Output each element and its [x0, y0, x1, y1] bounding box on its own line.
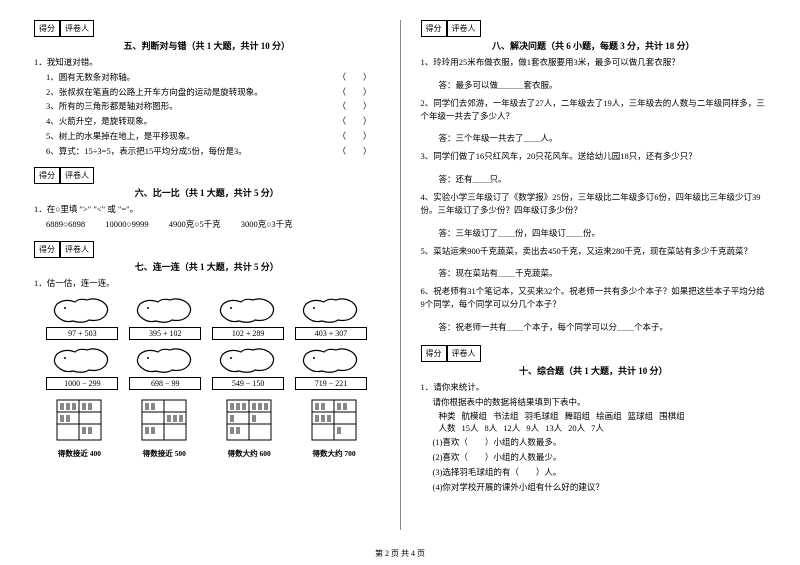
section-5-title: 五、判断对与错（共 1 大题，共计 10 分） [34, 39, 380, 52]
section-6-title: 六、比一比（共 1 大题，共计 5 分） [34, 186, 380, 199]
dove-icon [298, 296, 364, 324]
section-10-sub: 请你根据表中的数据将结果填到下表中。 [421, 396, 767, 409]
q8-2: 2、同学们去郊游，一年级去了27人，二年级去了19人，三年级去的人数与二年级同样… [421, 97, 767, 123]
q5-item: 2、张叔叔在笔直的公路上开车方向盘的运动是旋转现象。（ ） [34, 86, 380, 99]
a8-3: 答：还有＿＿只。 [439, 173, 767, 185]
q5-item: 3、所有的三角形都是轴对称图形。（ ） [34, 100, 380, 113]
a8-6: 答：祝老师一共有＿＿个本子，每个同学可以分＿＿个本子。 [439, 321, 767, 333]
dove-card: 719 − 221 [295, 346, 367, 390]
reviewer-label: 评卷人 [60, 20, 94, 37]
dove-icon [298, 346, 364, 374]
section-7-title: 七、连一连（共 1 大题，共计 5 分） [34, 260, 380, 273]
score-label: 得分 [34, 20, 60, 37]
dove-row-2: 1000 − 299 698 − 99 549 − 150 719 − 221 [34, 346, 380, 390]
score-box: 得分 评卷人 [34, 20, 380, 37]
subq-2: (2)喜欢（ ）小组的人数最少。 [421, 451, 767, 464]
shelf-card: 得数接近 400 [42, 398, 116, 459]
page-footer: 第 2 页 共 4 页 [0, 548, 800, 559]
column-divider [400, 20, 401, 530]
shelf-card: 得数大约 600 [212, 398, 286, 459]
dove-icon [49, 346, 115, 374]
q8-4: 4、实验小学三年级订了《数学报》25份，三年级比二年级多订6份，四年级比三年级少… [421, 191, 767, 217]
dove-card: 395 + 102 [129, 296, 201, 340]
dove-card: 403 + 307 [295, 296, 367, 340]
dove-icon [132, 346, 198, 374]
q5-item: 6、算式：15÷3=5，表示把15平均分成5份，每份是3。（ ） [34, 145, 380, 158]
score-box: 得分 评卷人 [34, 167, 380, 184]
shelf-row: 得数接近 400 得数接近 500 [34, 398, 380, 459]
dove-icon [49, 296, 115, 324]
q5-item: 1、圆有无数条对称轴。（ ） [34, 71, 380, 84]
a8-5: 答：现在菜站有＿＿千克蔬菜。 [439, 267, 767, 279]
dove-card: 97 + 503 [46, 296, 118, 340]
compare-row: 6889○6898 10000○9999 4900克○5千克 3000克○3千克 [34, 218, 380, 231]
dove-card: 102 + 289 [212, 296, 284, 340]
subq-3: (3)选择羽毛球组的有（ ）人。 [421, 466, 767, 479]
shelf-card: 得数大约 700 [297, 398, 371, 459]
dove-card: 698 − 99 [129, 346, 201, 390]
q8-3: 3、同学们做了16只红风车，20只花风车。送给幼儿园18只，还有多少只？ [421, 150, 767, 163]
dove-card: 1000 − 299 [46, 346, 118, 390]
q5-item: 4、火箭升空，是旋转现象。（ ） [34, 115, 380, 128]
a8-2: 答：三个年级一共去了＿＿人。 [439, 132, 767, 144]
a8-4: 答：三年级订了＿＿份，四年级订＿＿份。 [439, 227, 767, 239]
dove-icon [215, 296, 281, 324]
dove-icon [132, 296, 198, 324]
score-box: 得分 评卷人 [421, 20, 767, 37]
q8-6: 6、祝老师有31个笔记本，又买来32个。祝老师一共有多少个本子？如果把这些本子平… [421, 285, 767, 311]
shelf-icon [51, 398, 107, 444]
subq-1: (1)喜欢（ ）小组的人数最多。 [421, 436, 767, 449]
a8-1: 答：最多可以做＿＿＿套衣服。 [439, 79, 767, 91]
section-10-lead: 1．请你来统计。 [421, 381, 767, 394]
section-7-lead: 1．估一估，连一连。 [34, 277, 380, 290]
dove-row-1: 97 + 503 395 + 102 102 + 289 403 + 307 [34, 296, 380, 340]
section-8-title: 八、解决问题（共 6 小题，每题 3 分，共计 18 分） [421, 39, 767, 52]
shelf-icon [306, 398, 362, 444]
subq-4: (4)你对学校开展的课外小组有什么好的建议？ [421, 481, 767, 494]
q8-5: 5、菜站运来900千克蔬菜，卖出去450千克，又运来280千克，现在菜站有多少千… [421, 245, 767, 258]
dove-card: 549 − 150 [212, 346, 284, 390]
shelf-icon [136, 398, 192, 444]
q5-item: 5、树上的水果掉在地上，是平移现象。（ ） [34, 130, 380, 143]
score-box: 得分 评卷人 [421, 345, 767, 362]
category-row: 种类 航模组 书法组 羽毛球组 舞蹈组 绘画组 篮球组 围棋组 [421, 410, 767, 422]
number-row: 人数 15人 8人 12人 9人 13人 20人 7人 [421, 422, 767, 434]
section-6-lead: 1．在○里填 ">" "<" 或 "="。 [34, 203, 380, 216]
shelf-icon [221, 398, 277, 444]
shelf-card: 得数接近 500 [127, 398, 201, 459]
dove-icon [215, 346, 281, 374]
section-10-title: 十、综合题（共 1 大题，共计 10 分） [421, 364, 767, 377]
section-5-lead: 1．我知道对错。 [34, 56, 380, 69]
score-box: 得分 评卷人 [34, 241, 380, 258]
q8-1: 1、玲玲用25米布做衣服，做1套衣服要用3米，最多可以做几套衣服？ [421, 56, 767, 69]
